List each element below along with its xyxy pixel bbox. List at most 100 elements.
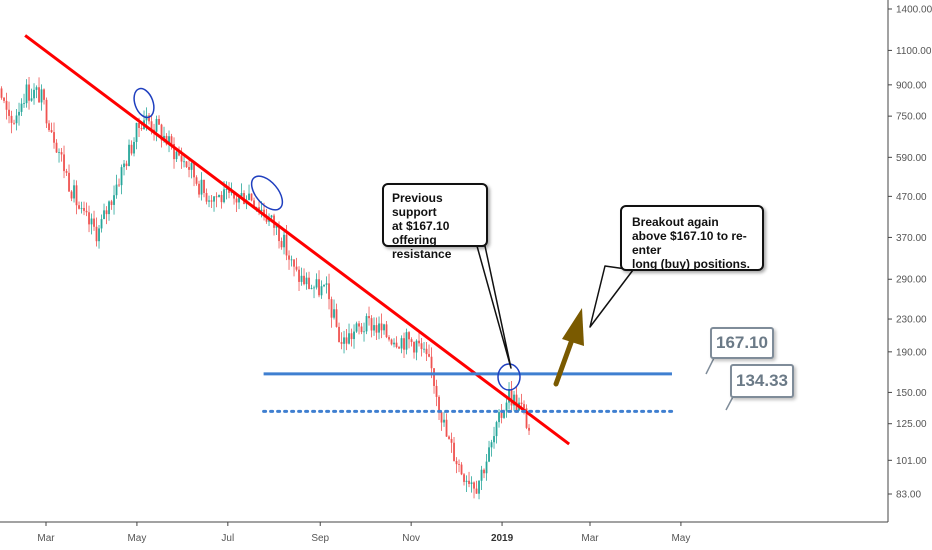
- candle-body: [15, 115, 18, 124]
- candle-body: [410, 339, 413, 342]
- candle-body: [58, 152, 60, 153]
- candle-body: [65, 171, 68, 173]
- candle-body: [455, 460, 458, 465]
- candle-body: [93, 218, 95, 227]
- candle-body: [45, 99, 48, 124]
- candle-body: [215, 196, 218, 198]
- candle-body: [440, 412, 443, 423]
- candle-body: [33, 89, 35, 99]
- candle-body: [418, 340, 420, 344]
- candle-body: [503, 410, 505, 418]
- candle-body: [88, 212, 90, 225]
- overlays: [24, 34, 736, 446]
- candle-body: [208, 200, 210, 202]
- candle-body: [70, 191, 73, 199]
- candle-body: [345, 337, 348, 344]
- y-tick-label: 590.00: [896, 153, 927, 164]
- candle-body: [248, 193, 250, 200]
- candle-body: [128, 144, 130, 166]
- candle-body: [480, 469, 483, 481]
- candle-body: [333, 309, 335, 318]
- candle-body: [185, 161, 188, 168]
- candle-body: [8, 109, 10, 116]
- candle-body: [230, 192, 233, 193]
- x-tick-label: Mar: [581, 533, 599, 544]
- candle-body: [173, 143, 175, 160]
- candle-body: [465, 480, 468, 482]
- candle-body: [140, 127, 143, 130]
- candle-body: [40, 89, 43, 103]
- y-tick-label: 290.00: [896, 275, 927, 286]
- callout-line: long (buy) positions.: [632, 257, 750, 271]
- candle-body: [338, 326, 340, 343]
- x-tick-label: Sep: [311, 533, 329, 544]
- candle-body: [180, 155, 183, 162]
- candle-body: [393, 342, 395, 345]
- candle-body: [490, 442, 493, 448]
- candle-body: [75, 185, 78, 206]
- candle-body: [433, 368, 435, 386]
- candle-body: [473, 482, 475, 489]
- y-tick-label: 470.00: [896, 192, 927, 203]
- candle-body: [415, 340, 418, 353]
- candle-body: [368, 316, 370, 319]
- candle-body: [425, 348, 428, 355]
- candle-body: [205, 192, 208, 202]
- candle-body: [198, 183, 200, 195]
- candle-body: [210, 200, 213, 202]
- candle-body: [488, 447, 490, 462]
- candle-body: [5, 100, 8, 110]
- candle-body: [443, 419, 445, 423]
- candle-body: [363, 331, 365, 333]
- candle-body: [103, 210, 105, 220]
- candle-body: [343, 337, 345, 344]
- candle-body: [195, 177, 198, 184]
- candle-body: [130, 144, 133, 154]
- candle-body: [220, 194, 223, 203]
- candle-body: [223, 189, 225, 203]
- candle-body: [28, 84, 30, 101]
- candle-body: [328, 283, 330, 300]
- candle-body: [240, 193, 243, 197]
- candle-body: [395, 342, 398, 348]
- previous-support-pointer: [476, 245, 512, 369]
- candle-body: [105, 210, 108, 215]
- candle-body: [310, 288, 313, 289]
- candle-body: [235, 198, 238, 203]
- candle-body: [335, 309, 338, 327]
- candle-body: [13, 122, 15, 124]
- candle-body: [68, 172, 70, 192]
- candle-body: [225, 189, 228, 190]
- touch-circle: [497, 363, 521, 391]
- breakout-arrow-shaft: [553, 334, 576, 387]
- candle-body: [528, 427, 530, 431]
- candle-body: [80, 207, 83, 209]
- candle-body: [458, 464, 460, 465]
- price-label-134: 134.33: [730, 364, 794, 398]
- y-tick-label: 750.00: [896, 112, 927, 123]
- candle-body: [293, 259, 295, 267]
- candle-body: [460, 464, 463, 475]
- candle-body: [525, 408, 528, 428]
- y-tick-label: 101.00: [896, 456, 927, 467]
- candle-body: [303, 275, 305, 285]
- callout-line: resistance: [392, 247, 452, 261]
- candle-body: [63, 154, 65, 172]
- candle-body: [110, 201, 113, 205]
- candle-body: [313, 287, 315, 289]
- candle-body: [193, 163, 195, 178]
- candle-body: [168, 136, 170, 145]
- y-tick-label: 230.00: [896, 315, 927, 326]
- candle-body: [53, 132, 55, 143]
- candle-body: [48, 123, 50, 131]
- candle-body: [340, 342, 343, 344]
- candle-body: [188, 167, 190, 170]
- candle-body: [258, 207, 260, 211]
- candle-body: [358, 323, 360, 327]
- candle-body: [25, 84, 28, 104]
- previous-support-callout: Previous support at $167.10 offering res…: [382, 183, 488, 261]
- candle-body: [423, 348, 425, 350]
- candle-body: [360, 326, 363, 333]
- candle-body: [0, 88, 3, 98]
- candle-body: [330, 299, 333, 318]
